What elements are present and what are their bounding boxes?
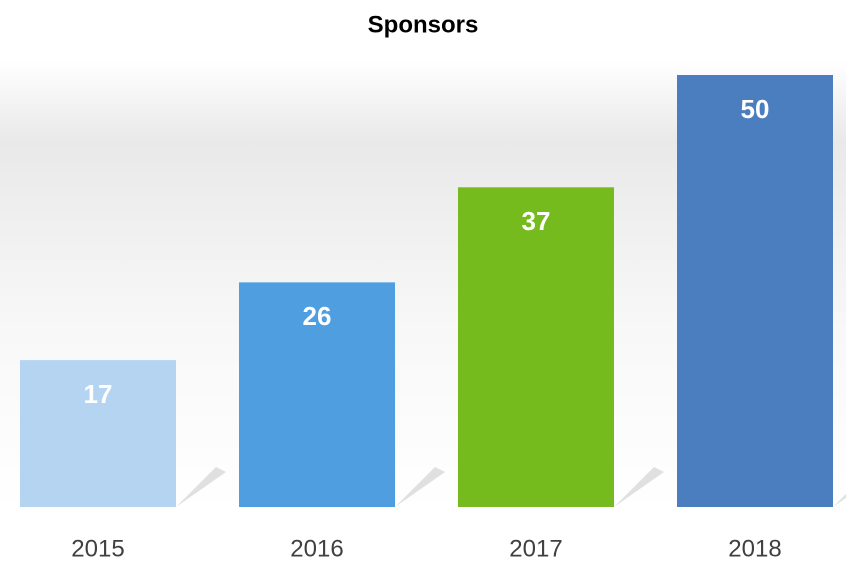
x-tick-label: 2018 [728,535,781,562]
value-label: 50 [741,94,770,124]
bar-shadow [614,467,664,507]
bar [239,282,395,507]
bar [677,75,833,507]
bar [20,360,176,507]
value-label: 26 [303,301,332,331]
bar-shadow [833,494,846,507]
value-label: 37 [522,206,551,236]
bar-shadow [395,467,445,507]
value-label: 17 [84,379,113,409]
x-tick-label: 2017 [509,535,562,562]
bar-shadow [176,467,226,507]
x-tick-label: 2015 [71,535,124,562]
chart-title: Sponsors [368,11,479,38]
x-tick-label: 2016 [290,535,343,562]
bar [458,187,614,507]
